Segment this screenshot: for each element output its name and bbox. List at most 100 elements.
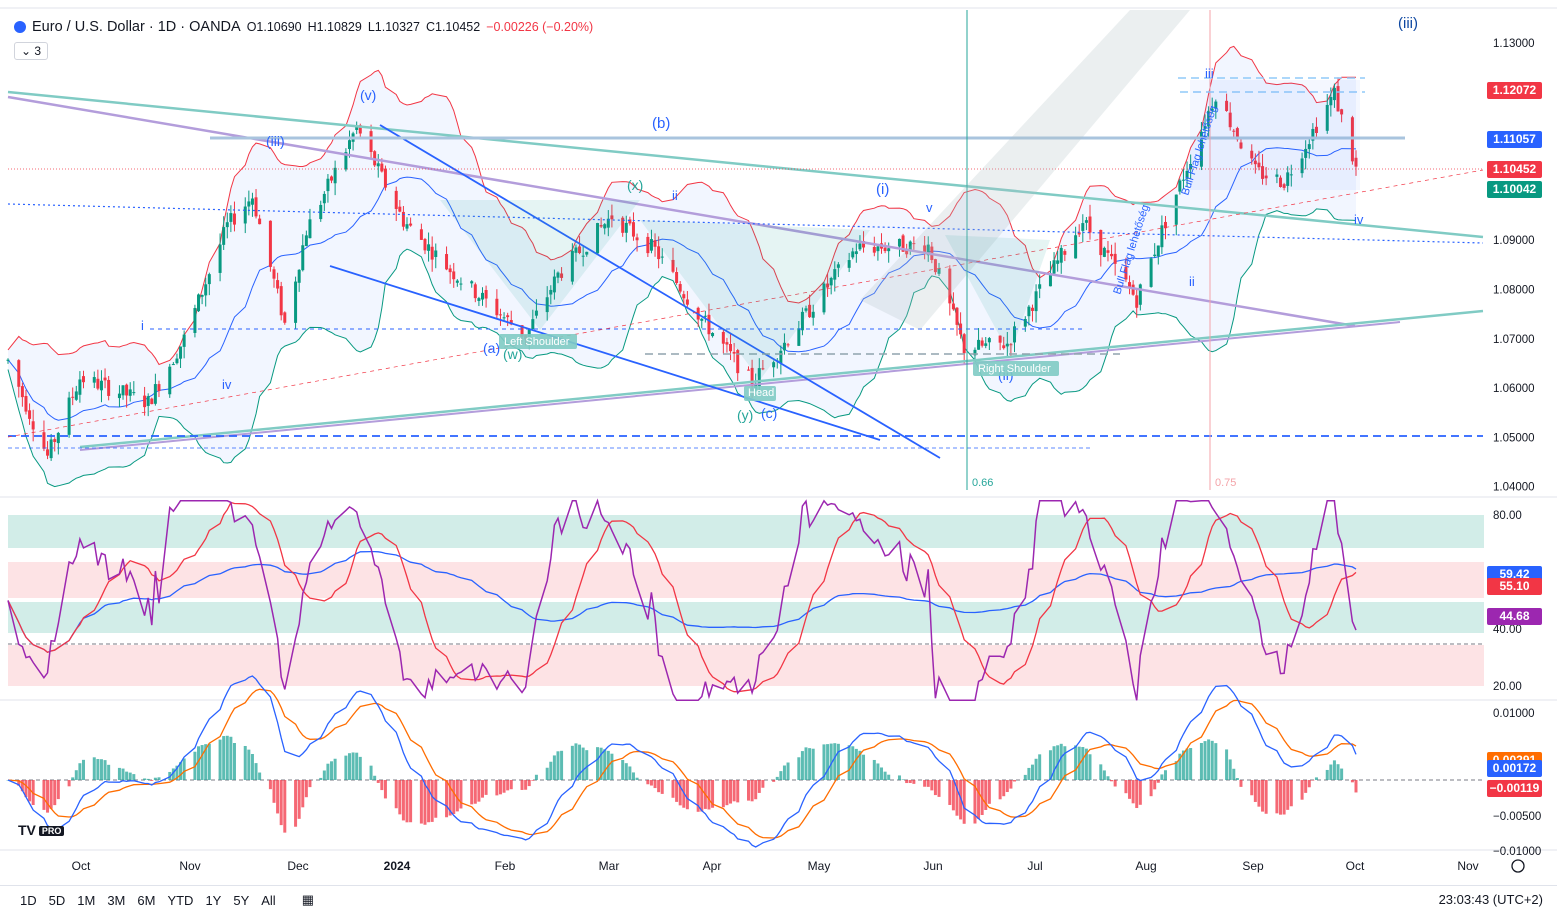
candle-body bbox=[207, 274, 211, 285]
candle-body bbox=[272, 269, 276, 279]
macd-histogram-bar bbox=[49, 780, 53, 809]
macd-histogram-bar bbox=[355, 752, 359, 780]
macd-histogram-bar bbox=[1009, 780, 1013, 789]
chart-canvas[interactable]: (iii)(v)(b)(x)(i)(ii)(a)(w)(y)(c)(iii)ii… bbox=[0, 0, 1557, 885]
range-button-5d[interactable]: 5D bbox=[48, 892, 66, 908]
candle-body bbox=[531, 319, 535, 330]
macd-histogram-bar bbox=[200, 745, 204, 780]
ohlc-close: C1.10452 bbox=[425, 20, 481, 34]
wave-label-i: i bbox=[141, 318, 144, 333]
candle-body bbox=[222, 227, 226, 245]
range-button-5y[interactable]: 5Y bbox=[233, 892, 250, 908]
macd-histogram-bar bbox=[851, 746, 855, 780]
candle-body bbox=[1077, 232, 1081, 235]
macd-histogram-bar bbox=[197, 746, 201, 780]
macd-histogram-bar bbox=[294, 780, 298, 827]
macd-histogram-bar bbox=[761, 780, 765, 788]
candle-body bbox=[182, 334, 186, 347]
macd-histogram-bar bbox=[1149, 780, 1153, 797]
range-button-1m[interactable]: 1M bbox=[77, 892, 96, 908]
macd-histogram-bar bbox=[1013, 780, 1017, 782]
candle-body bbox=[495, 298, 499, 316]
macd-histogram-bar bbox=[973, 780, 977, 824]
candle-body bbox=[355, 125, 359, 130]
range-button-all[interactable]: All bbox=[261, 892, 276, 908]
candle-body bbox=[1264, 175, 1268, 179]
head-badge bbox=[744, 386, 776, 401]
macd-histogram-bar bbox=[1138, 780, 1142, 805]
macd-histogram-bar bbox=[71, 777, 75, 780]
symbol-title[interactable]: Euro / U.S. Dollar · 1D · OANDA bbox=[32, 19, 241, 35]
candle-body bbox=[1160, 225, 1164, 248]
macd-histogram-bar bbox=[297, 780, 301, 819]
candle-body bbox=[92, 377, 96, 383]
candle-body bbox=[1178, 180, 1182, 192]
macd-histogram-bar bbox=[1286, 780, 1290, 810]
calendar-icon[interactable]: ▦ bbox=[301, 892, 314, 907]
candle-body bbox=[678, 284, 682, 292]
macd-histogram-bar bbox=[67, 780, 71, 787]
macd-histogram-bar bbox=[1340, 768, 1344, 780]
candle-body bbox=[200, 294, 204, 297]
macd-histogram-bar bbox=[304, 780, 308, 798]
candle-body bbox=[103, 377, 107, 381]
candle-body bbox=[631, 222, 635, 237]
macd-histogram-bar bbox=[880, 767, 884, 780]
candle-body bbox=[912, 243, 916, 245]
time-axis-label: Nov bbox=[1457, 859, 1478, 873]
macd-histogram-bar bbox=[146, 778, 150, 780]
macd-histogram-bar bbox=[707, 780, 711, 810]
macd-histogram-bar bbox=[998, 780, 1002, 800]
channel-lower-line bbox=[329, 265, 881, 441]
macd-axis-label: 0.01000 bbox=[1493, 708, 1535, 720]
candle-body bbox=[279, 286, 283, 316]
macd-histogram-bar bbox=[560, 750, 564, 780]
wave-label-iv: iv bbox=[1354, 212, 1364, 227]
range-button-3m[interactable]: 3M bbox=[107, 892, 126, 908]
candle-body bbox=[81, 376, 85, 383]
candle-body bbox=[653, 240, 657, 247]
candle-body bbox=[897, 238, 901, 247]
macd-histogram-bar bbox=[419, 780, 423, 824]
macd-histogram-bar bbox=[398, 780, 402, 815]
macd-histogram-bar bbox=[1325, 769, 1329, 780]
range-button-6m[interactable]: 6M bbox=[137, 892, 156, 908]
candle-body bbox=[276, 280, 280, 289]
indicators-toggle-button[interactable]: ⌄ 3 bbox=[14, 42, 49, 60]
triangle-lower-line bbox=[79, 309, 1484, 449]
candle-body bbox=[218, 244, 222, 273]
candle-body bbox=[409, 223, 413, 226]
macd-histogram-bar bbox=[20, 780, 24, 792]
time-axis-label: Nov bbox=[179, 859, 200, 873]
candle-body bbox=[470, 281, 474, 284]
macd-histogram-bar bbox=[1350, 780, 1354, 783]
macd-histogram-bar bbox=[951, 780, 955, 811]
candle-body bbox=[682, 294, 686, 299]
macd-tag: 0.00172 bbox=[1487, 760, 1542, 778]
macd-histogram-bar bbox=[204, 744, 208, 780]
macd-histogram-bar bbox=[962, 780, 966, 824]
candle-body bbox=[962, 334, 966, 354]
candle-body bbox=[394, 190, 398, 209]
settings-gear-icon bbox=[1511, 859, 1525, 873]
price-tag: 1.12072 bbox=[1487, 81, 1542, 99]
candle-body bbox=[193, 308, 197, 333]
candle-body bbox=[779, 350, 783, 364]
candle-body bbox=[552, 276, 556, 293]
candle-body bbox=[757, 368, 761, 387]
macd-histogram-bar bbox=[283, 780, 287, 833]
candle-body bbox=[117, 393, 121, 399]
bollinger-lower bbox=[7, 208, 1357, 488]
candle-body bbox=[1030, 307, 1034, 311]
candle-body bbox=[398, 206, 402, 212]
macd-histogram-bar bbox=[822, 744, 826, 780]
candle-body bbox=[1102, 247, 1106, 257]
candle-body bbox=[732, 351, 736, 354]
range-button-1d[interactable]: 1D bbox=[20, 892, 37, 908]
macd-histogram-bar bbox=[229, 736, 233, 780]
range-button-ytd[interactable]: YTD bbox=[167, 892, 194, 908]
range-button-1y[interactable]: 1Y bbox=[205, 892, 222, 908]
macd-histogram-bar bbox=[232, 743, 236, 780]
candle-body bbox=[1131, 284, 1135, 295]
candle-body bbox=[1340, 109, 1344, 115]
